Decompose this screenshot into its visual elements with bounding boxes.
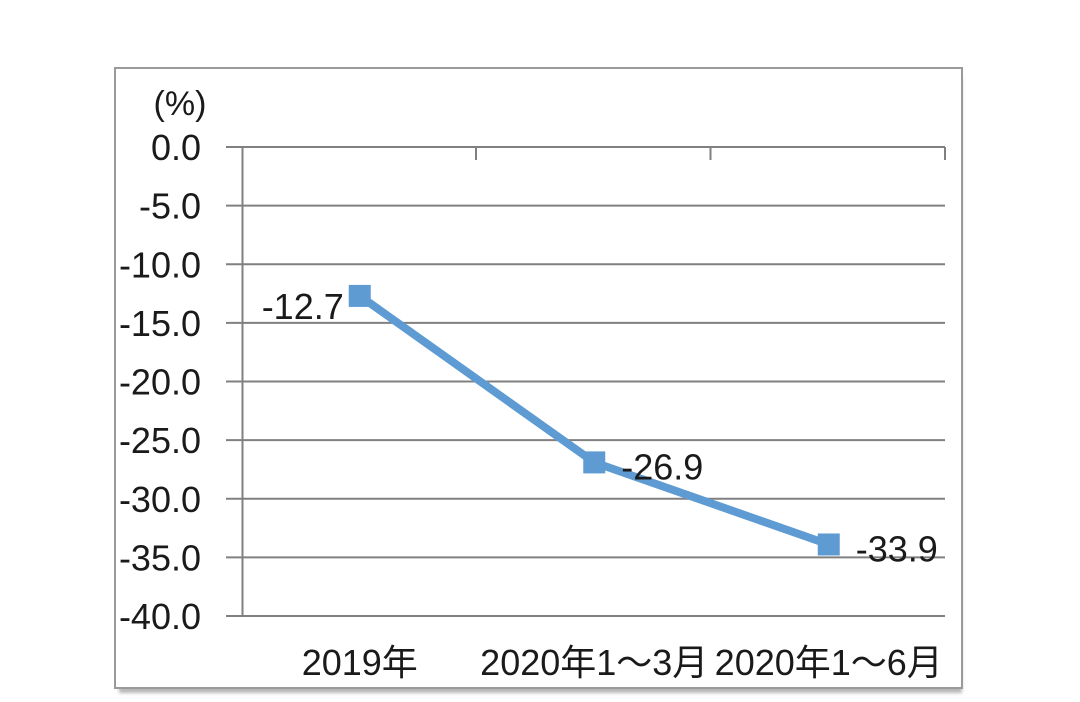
- y-tick-label: -30.0: [119, 479, 201, 520]
- data-point-marker: [817, 533, 840, 556]
- y-tick-label: 0.0: [151, 127, 201, 168]
- x-category-label: 2020年1～3月: [480, 642, 708, 683]
- data-point-label: -26.9: [621, 446, 703, 487]
- series-line: [357, 292, 831, 549]
- y-tick-label: -40.0: [119, 596, 201, 637]
- y-tick-label: -10.0: [119, 244, 201, 285]
- y-tick-label: -25.0: [119, 420, 201, 461]
- y-tick-label: -35.0: [119, 537, 201, 578]
- x-category-label: 2019年: [302, 642, 418, 683]
- y-tick-label: -5.0: [139, 186, 201, 227]
- chart-frame: [114, 67, 963, 689]
- y-tick-label: -15.0: [119, 303, 201, 344]
- x-category-label: 2020年1～6月: [715, 642, 943, 683]
- data-point-label: -12.7: [262, 286, 344, 327]
- data-point-marker: [583, 451, 606, 474]
- y-axis-unit-label: (%): [153, 85, 207, 123]
- y-tick-label: -20.0: [119, 362, 201, 403]
- data-point-marker: [348, 284, 371, 307]
- data-point-label: -33.9: [856, 528, 938, 569]
